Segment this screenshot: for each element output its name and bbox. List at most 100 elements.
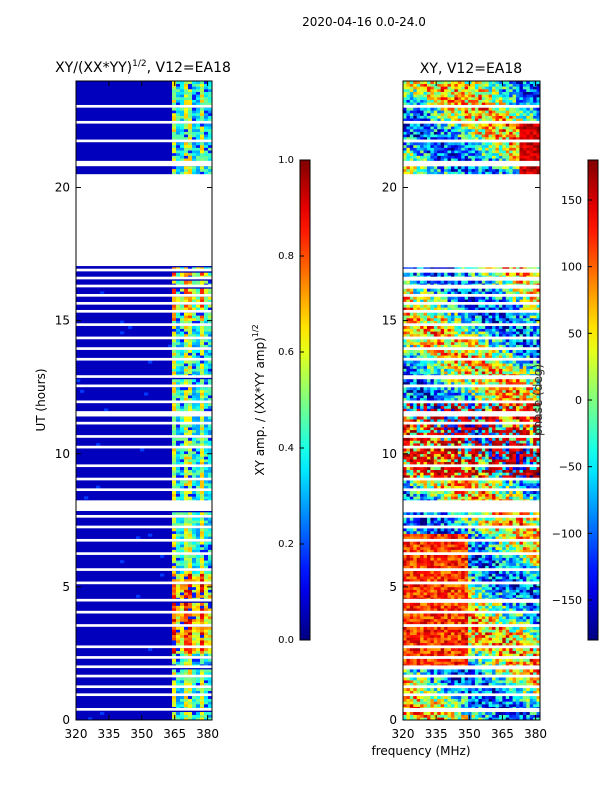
heatmap-cell <box>526 714 531 718</box>
heatmap-cell <box>413 562 417 566</box>
heatmap-cell <box>192 395 197 399</box>
heatmap-cell <box>208 602 213 606</box>
heatmap-cell <box>184 632 189 636</box>
heatmap-cell <box>468 578 472 582</box>
heatmap-cell <box>172 150 177 154</box>
heatmap-cell <box>420 576 424 580</box>
heatmap-cell <box>529 586 534 590</box>
heatmap-cell <box>176 621 181 625</box>
heatmap-cell <box>176 565 181 569</box>
heatmap-cell <box>519 592 524 596</box>
heatmap-cell <box>481 496 486 500</box>
heatmap-cell <box>529 701 534 705</box>
heatmap-cell <box>409 714 414 718</box>
heatmap-cell <box>457 712 462 715</box>
heatmap-cell <box>502 496 507 500</box>
heatmap-cell <box>403 485 407 489</box>
heatmap-cell <box>433 453 438 457</box>
heatmap-cell <box>208 296 213 300</box>
heatmap-cell <box>188 459 193 463</box>
heatmap-cell <box>522 714 527 718</box>
heatmap-cell <box>464 573 469 577</box>
heatmap-cell <box>488 512 493 516</box>
heatmap-cell <box>519 528 524 532</box>
heatmap-cell <box>512 642 517 646</box>
heatmap-cell <box>437 469 441 473</box>
heatmap-cell <box>457 621 462 625</box>
heatmap-cell <box>196 459 201 463</box>
heatmap-cell <box>192 312 197 316</box>
heatmap-cell <box>495 440 500 444</box>
heatmap-cell <box>192 491 197 494</box>
heatmap-cell <box>196 288 201 292</box>
heatmap-cell <box>505 549 510 553</box>
heatmap-cell <box>474 586 479 590</box>
heatmap-cell <box>426 443 431 447</box>
heatmap-cell <box>529 677 534 681</box>
heatmap-cell <box>200 272 205 276</box>
heatmap-cell <box>403 605 407 609</box>
heatmap-cell <box>188 592 193 596</box>
heatmap-cell <box>403 714 407 718</box>
heatmap-cell <box>208 280 213 284</box>
heatmap-cell <box>526 544 531 548</box>
heatmap-cell <box>176 341 181 345</box>
heatmap-cell <box>416 632 421 636</box>
heatmap-cell <box>457 682 462 686</box>
heatmap-cell <box>426 714 431 718</box>
heatmap-cell <box>200 570 205 574</box>
heatmap-cell <box>176 288 181 292</box>
heatmap-cell <box>180 339 185 343</box>
heatmap-cell <box>200 530 205 534</box>
heatmap-cell <box>200 408 205 412</box>
heatmap-cell <box>516 594 520 598</box>
heatmap-cell <box>444 677 448 681</box>
heatmap-cell <box>433 712 438 715</box>
heatmap-cell <box>196 91 201 95</box>
heatmap-cell <box>509 714 513 718</box>
heatmap-cell <box>433 480 438 484</box>
heatmap-cell <box>447 570 452 574</box>
heatmap-cell <box>406 546 411 550</box>
heatmap-cell <box>444 573 448 577</box>
heatmap-cell <box>204 128 209 132</box>
heatmap-cell <box>184 472 189 476</box>
heatmap-cell <box>447 690 452 694</box>
heatmap-cell <box>180 312 185 316</box>
heatmap-cell <box>454 688 459 692</box>
heatmap-cell <box>440 672 445 676</box>
heatmap-cell <box>180 688 185 692</box>
heatmap-cell <box>416 717 421 721</box>
heatmap-cell <box>409 469 414 473</box>
heatmap-cell <box>495 589 500 593</box>
heatmap-cell <box>485 451 489 455</box>
heatmap-cell <box>512 578 517 582</box>
flagged-time-gap <box>76 323 212 326</box>
heatmap-cell <box>196 112 201 116</box>
heatmap-cell <box>509 717 513 721</box>
heatmap-cell <box>478 440 483 444</box>
heatmap-cell <box>509 605 513 609</box>
heatmap-cell <box>488 698 493 702</box>
heatmap-cell <box>485 648 489 652</box>
heatmap-cell <box>180 379 185 383</box>
heatmap-cell <box>188 701 193 705</box>
heatmap-cell <box>519 589 524 593</box>
heatmap-cell <box>426 530 431 534</box>
heatmap-cell <box>416 570 421 574</box>
heatmap-cell <box>440 594 445 598</box>
heatmap-cell <box>172 395 177 399</box>
heatmap-cell <box>529 621 534 625</box>
heatmap-cell <box>502 616 507 620</box>
heatmap-cell <box>433 437 438 441</box>
heatmap-cell <box>457 688 462 692</box>
heatmap-cell <box>471 594 476 598</box>
heatmap-cell <box>172 475 177 479</box>
heatmap-cell <box>519 578 524 582</box>
heatmap-cell <box>437 528 441 532</box>
heatmap-cell <box>192 661 197 665</box>
heatmap-cell <box>148 533 153 537</box>
heatmap-cell <box>450 608 455 612</box>
heatmap-cell <box>200 291 205 295</box>
heatmap-cell <box>457 541 462 545</box>
